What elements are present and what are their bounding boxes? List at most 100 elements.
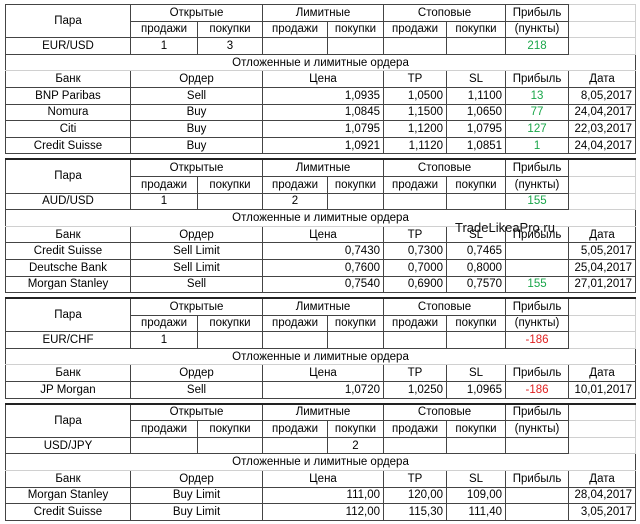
header-cell: Стоповые xyxy=(382,4,507,22)
profit xyxy=(505,503,570,521)
stop-loss: 1,0795 xyxy=(445,120,507,138)
header-cell: Лимитные xyxy=(262,403,384,422)
orders-header-cell: TP xyxy=(383,70,447,88)
profit xyxy=(505,486,570,505)
empty-cell xyxy=(568,436,637,455)
bank: Credit Suisse xyxy=(5,503,131,521)
order-row: JP Morgan Sell 1,0720 1,0250 1,0965 -186 10,01… xyxy=(5,381,637,399)
header-cell: продажи xyxy=(383,420,447,438)
header-cell: покупки xyxy=(327,314,384,333)
pair-value xyxy=(383,37,447,55)
header-cell: Лимитные xyxy=(262,4,384,22)
orders-title: Отложенные и лимитные ордера xyxy=(4,347,637,366)
pair-value xyxy=(445,331,507,349)
header-cell: продажи xyxy=(130,314,198,333)
orders-header-cell: SL xyxy=(445,70,507,88)
pair-value: 218 xyxy=(505,37,570,55)
header-cell: покупки xyxy=(197,20,263,39)
profit: 155 xyxy=(505,275,570,294)
header-cell: покупки xyxy=(197,314,263,333)
stop-loss: 1,1100 xyxy=(445,86,507,105)
empty-cell xyxy=(568,331,637,349)
bank: Nomura xyxy=(5,103,131,122)
pair-value xyxy=(262,37,328,55)
header-row: Пара Открытые Лимитные Стоповые Прибыль xyxy=(5,297,637,333)
price: 0,7600 xyxy=(262,258,384,277)
profit: 13 xyxy=(505,86,570,105)
pair-value xyxy=(197,436,263,455)
date: 24,04,2017 xyxy=(568,103,637,122)
empty-cell xyxy=(568,175,637,194)
take-profit: 0,7300 xyxy=(383,242,447,260)
header-cell: Открытые xyxy=(130,158,263,177)
orders-header-cell: TP xyxy=(383,364,447,383)
take-profit: 115,30 xyxy=(383,503,447,521)
orders-header-cell: Ордер xyxy=(130,225,263,244)
pair-row: USD/JPY 2 xyxy=(5,436,637,455)
orders-header-cell: Цена xyxy=(262,70,384,88)
header-cell: продажи xyxy=(130,175,198,194)
bank: Morgan Stanley xyxy=(5,486,131,505)
pair-name: EUR/CHF xyxy=(5,331,131,349)
empty-cell xyxy=(568,37,637,55)
profit xyxy=(505,242,570,260)
pair-value: 3 xyxy=(197,37,263,55)
stop-loss: 1,0965 xyxy=(445,381,507,399)
header-cell: Прибыль xyxy=(505,403,570,422)
order-type: Buy xyxy=(130,136,263,155)
orders-header-cell: Дата xyxy=(568,470,637,488)
header-row: Пара Открытые Лимитные Стоповые Прибыль xyxy=(5,158,637,194)
orders-header-cell: SL xyxy=(445,364,507,383)
pair-value xyxy=(197,331,263,349)
date: 25,04,2017 xyxy=(568,258,637,277)
header-cell: Лимитные xyxy=(262,297,384,316)
pair-value xyxy=(262,331,328,349)
orders-header-cell: Дата xyxy=(568,70,637,88)
bank: Credit Suisse xyxy=(5,136,131,155)
order-row: Nomura Buy 1,0845 1,1500 1,0650 77 24,04,2017 xyxy=(5,103,637,122)
header-cell: Стоповые xyxy=(382,297,507,316)
price: 111,00 xyxy=(262,486,384,505)
watermark: TradeLikeaPro.ru xyxy=(455,220,555,235)
header-cell: покупки xyxy=(327,20,384,39)
currency-block: Пара Открытые Лимитные Стоповые Прибыль прода… xyxy=(4,297,637,399)
block-body: Пара Открытые Лимитные Стоповые Прибыль прода… xyxy=(4,297,637,399)
order-type: Buy Limit xyxy=(130,486,263,505)
orders-header-cell: Прибыль xyxy=(505,225,570,244)
header-cell: покупки xyxy=(327,175,384,194)
take-profit: 1,1500 xyxy=(383,103,447,122)
stop-loss: 111,40 xyxy=(445,503,507,521)
header-cell: продажи xyxy=(262,420,328,438)
pair-value xyxy=(445,37,507,55)
header-cell: Стоповые xyxy=(382,158,507,177)
empty-cell xyxy=(568,158,637,177)
order-type: Buy Limit xyxy=(130,503,263,521)
header-cell: Открытые xyxy=(130,403,263,422)
price: 112,00 xyxy=(262,503,384,521)
order-row: Credit Suisse Buy 1,0921 1,1120 1,0851 1 24,04… xyxy=(5,136,637,155)
date: 24,04,2017 xyxy=(568,136,637,155)
price: 1,0795 xyxy=(262,120,384,138)
header-cell: продажи xyxy=(130,420,198,438)
date: 8,05,2017 xyxy=(568,86,637,105)
orders-title: Отложенные и лимитные ордера xyxy=(4,53,637,72)
pair-value xyxy=(327,37,384,55)
pair-value: -186 xyxy=(505,331,570,349)
pair-name: USD/JPY xyxy=(5,436,131,455)
stop-loss: 1,0851 xyxy=(445,136,507,155)
profit: -186 xyxy=(505,381,570,399)
block-body: Пара Открытые Лимитные Стоповые Прибыль прода… xyxy=(4,3,637,155)
order-row: Credit Suisse Buy Limit 112,00 115,30 111,40… xyxy=(5,503,637,521)
header-cell: Лимитные xyxy=(262,158,384,177)
bank: Deutsche Bank xyxy=(5,258,131,277)
order-row: Deutsche Bank Sell Limit 0,7600 0,7000 0,800… xyxy=(5,258,637,277)
header-cell: продажи xyxy=(262,314,328,333)
empty-cell xyxy=(568,314,637,333)
stop-loss: 0,8000 xyxy=(445,258,507,277)
header-cell: продажи xyxy=(262,20,328,39)
pair-value xyxy=(327,331,384,349)
stop-loss: 0,7570 xyxy=(445,275,507,294)
pair-value: 1 xyxy=(130,192,198,211)
price: 1,0921 xyxy=(262,136,384,155)
header-cell: Пара xyxy=(5,297,131,333)
